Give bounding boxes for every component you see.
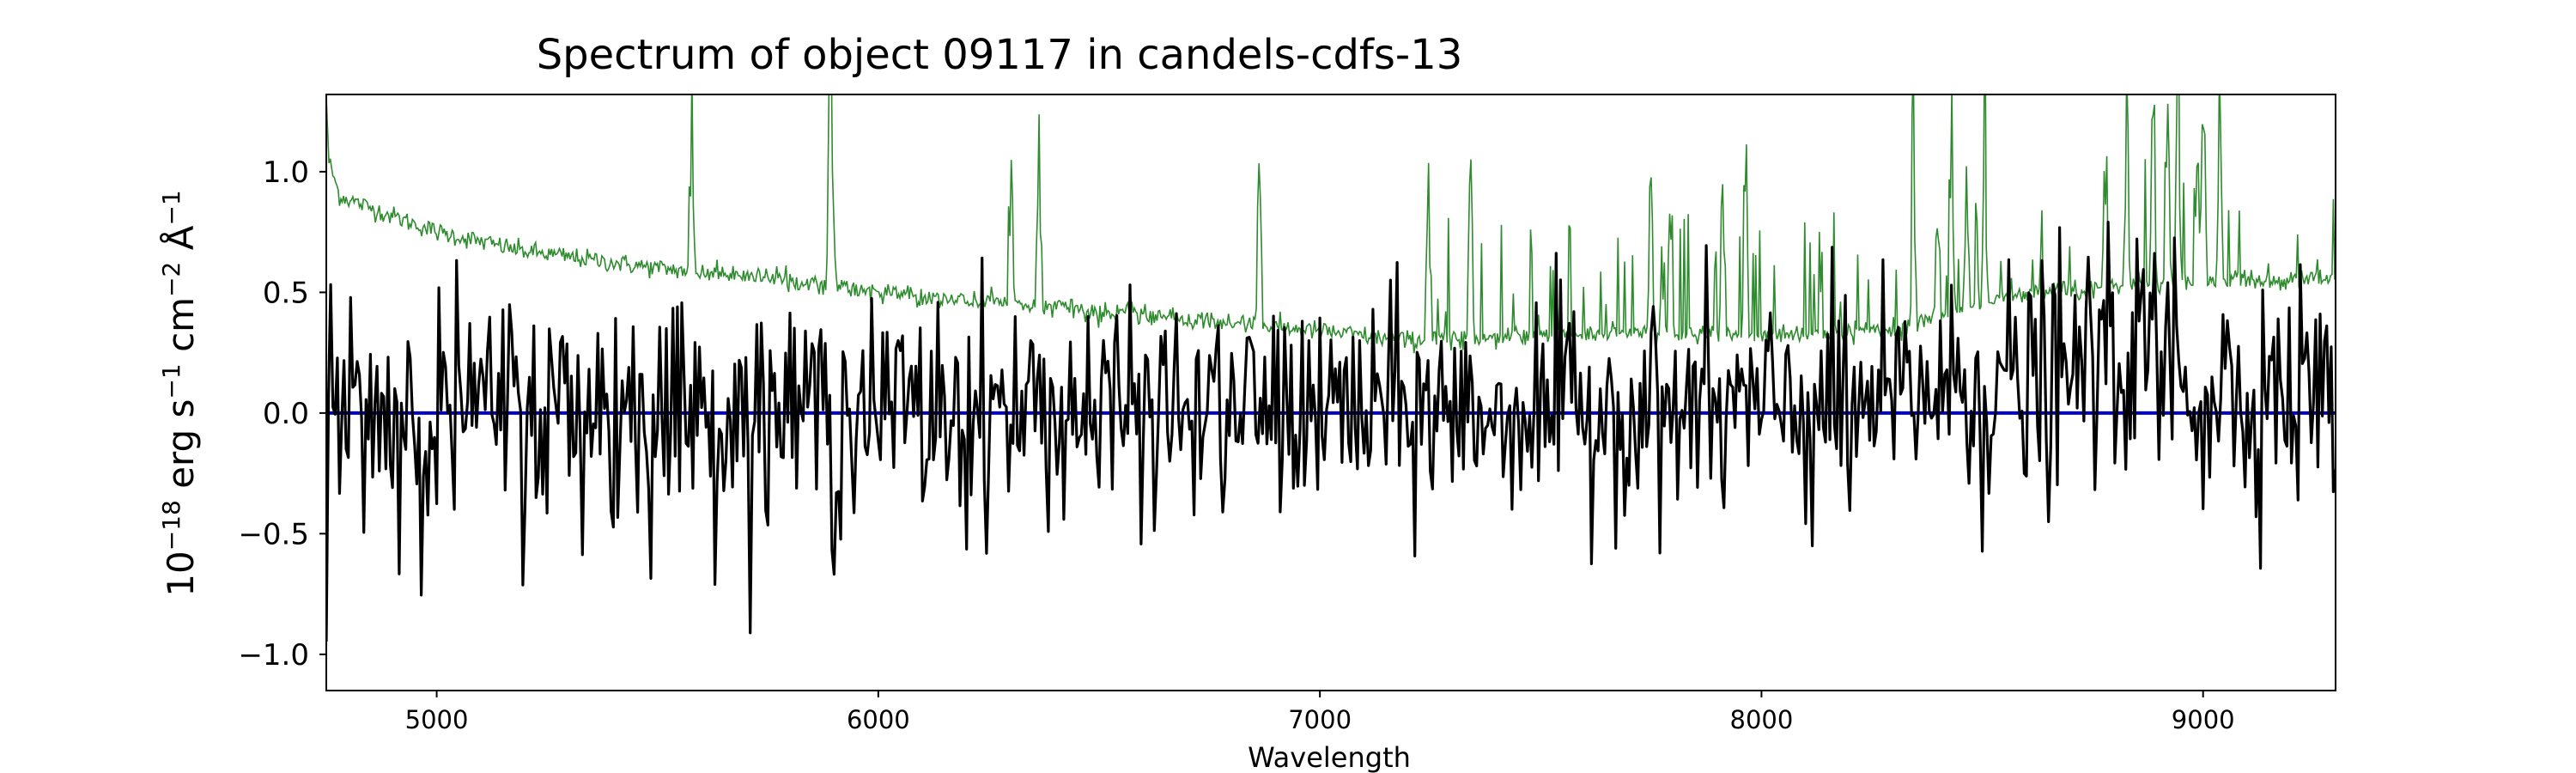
y-tick-label: −1.0 — [238, 638, 309, 673]
y-axis-label: 10−18 erg s−1 cm−2 Å−1 — [157, 190, 203, 596]
x-axis: 5000 6000 7000 8000 9000 — [405, 691, 2235, 734]
plot-frame — [325, 94, 2336, 691]
error-spectrum-line — [326, 94, 2336, 354]
x-tick-label: 7000 — [1288, 705, 1352, 734]
y-tick-label: 1.0 — [263, 155, 309, 190]
x-tick-label: 5000 — [405, 705, 469, 734]
plot-area — [325, 94, 2336, 691]
x-tick-label: 9000 — [2172, 705, 2235, 734]
x-tick-label: 6000 — [847, 705, 910, 734]
y-tick-label: 0.0 — [263, 397, 309, 431]
y-tick-label: −0.5 — [238, 517, 309, 551]
y-tick-label: 0.5 — [263, 276, 309, 310]
flux-spectrum-line — [326, 221, 2336, 642]
chart-title: Spectrum of object 09117 in candels-cdfs… — [537, 31, 1463, 79]
y-axis: 1.0 0.5 0.0 −0.5 −1.0 — [238, 155, 326, 673]
x-axis-label: Wavelength — [1248, 741, 1411, 773]
x-tick-label: 8000 — [1730, 705, 1794, 734]
